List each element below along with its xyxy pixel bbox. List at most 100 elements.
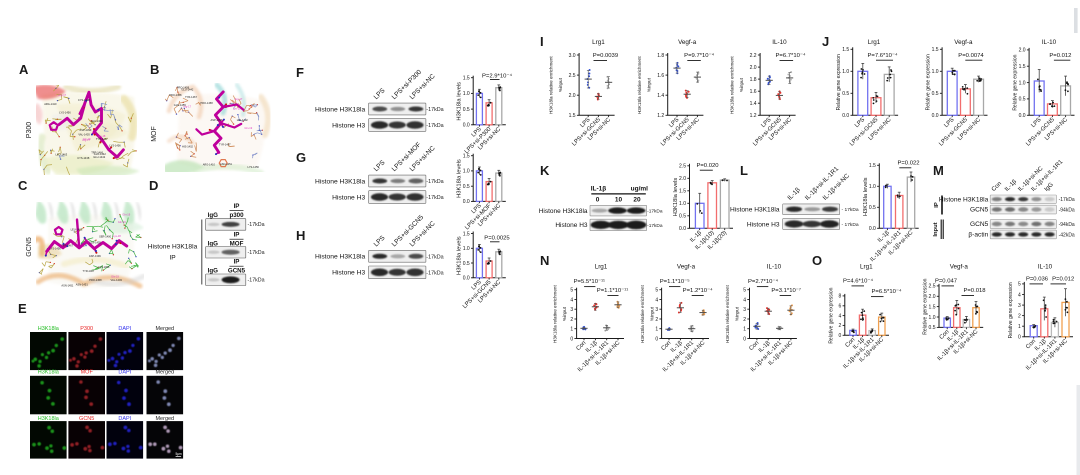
svg-text:P=1.1*10⁻⁵: P=1.1*10⁻⁵ (660, 278, 691, 285)
svg-text:P=0.036: P=0.036 (1026, 277, 1049, 283)
svg-text:Lys-18: Lys-18 (98, 134, 106, 138)
svg-text:IP: IP (234, 203, 240, 210)
svg-text:LYS-1456: LYS-1456 (59, 110, 71, 114)
svg-text:HIS-1402: HIS-1402 (182, 145, 194, 149)
svg-text:H3K18la relative enrichment: H3K18la relative enrichment (637, 56, 642, 114)
svg-text:0: 0 (839, 333, 842, 339)
svg-text:1.0: 1.0 (463, 169, 470, 175)
svg-text:H: H (296, 228, 305, 243)
svg-text:H3K18la levels: H3K18la levels (863, 177, 869, 216)
svg-text:LPS: LPS (373, 159, 387, 173)
svg-text:Vegf-a: Vegf-a (954, 39, 973, 46)
svg-text:Histone H3K18la: Histone H3K18la (730, 206, 780, 213)
svg-text:H3K18la levels: H3K18la levels (673, 178, 679, 217)
svg-text:- 17kDa: - 17kDa (842, 222, 859, 228)
svg-text:1.0: 1.0 (679, 201, 686, 207)
svg-text:2: 2 (1018, 313, 1021, 319)
svg-text:1.5: 1.5 (463, 76, 470, 82)
svg-text:4: 4 (1018, 292, 1021, 298)
svg-text:Con: Con (661, 340, 673, 352)
svg-text:IL-10: IL-10 (767, 264, 782, 271)
svg-text:1.5: 1.5 (463, 154, 470, 160)
svg-text:I: I (540, 34, 544, 49)
svg-text:O: O (812, 253, 822, 268)
svg-text:Relative gene expression: Relative gene expression (1008, 282, 1014, 338)
svg-text:IL-1β: IL-1β (1004, 179, 1018, 193)
svg-text:P=0.022: P=0.022 (897, 161, 919, 167)
svg-text:0: 0 (743, 336, 746, 342)
svg-text:B: B (150, 62, 159, 77)
svg-text:Histone H3K18la: Histone H3K18la (539, 208, 588, 215)
svg-text:Gln-19: Gln-19 (244, 126, 252, 130)
svg-text:GLU-1442: GLU-1442 (94, 152, 107, 156)
svg-text:10: 10 (615, 196, 623, 203)
svg-text:-17kDa: -17kDa (647, 223, 663, 229)
svg-text:0.5: 0.5 (463, 184, 470, 190)
svg-text:-17kDa: -17kDa (426, 270, 443, 276)
svg-text:0.5: 0.5 (679, 214, 686, 220)
svg-text:TRP-1466: TRP-1466 (91, 151, 103, 155)
svg-text:1.5: 1.5 (869, 163, 876, 169)
svg-text:P=2.9*10⁻⁴: P=2.9*10⁻⁴ (482, 72, 513, 79)
svg-text:H3K18la: H3K18la (38, 326, 60, 332)
svg-text:LEU-1463: LEU-1463 (56, 153, 68, 157)
svg-text:Gln-19: Gln-19 (111, 275, 119, 279)
svg-text:1.5: 1.5 (842, 47, 849, 53)
svg-text:CYS-1438: CYS-1438 (77, 156, 90, 160)
svg-text:-17kDa: -17kDa (248, 278, 265, 284)
svg-text:ASP-1399: ASP-1399 (211, 118, 223, 122)
svg-text:2: 2 (839, 323, 842, 329)
svg-text:GLU-1442: GLU-1442 (93, 155, 106, 159)
svg-text:1.5: 1.5 (929, 304, 936, 310)
svg-text:Histone H3: Histone H3 (332, 270, 365, 277)
svg-text:Histone H3K18la: Histone H3K18la (315, 254, 365, 261)
svg-text:4: 4 (570, 297, 573, 303)
svg-text:DAPI: DAPI (118, 370, 131, 376)
svg-text:2.5: 2.5 (569, 73, 576, 79)
svg-text:MOF: MOF (230, 241, 244, 248)
svg-text:1.0: 1.0 (1019, 80, 1026, 86)
svg-text:Histone H3: Histone H3 (555, 222, 588, 229)
svg-text:%input: %input (739, 77, 744, 92)
svg-text:GCN5: GCN5 (26, 237, 33, 257)
svg-text:0.5: 0.5 (463, 261, 470, 267)
svg-text:A: A (19, 62, 29, 77)
svg-text:IL-1β: IL-1β (591, 186, 607, 193)
svg-text:H3K18la relative enrichment: H3K18la relative enrichment (730, 56, 735, 114)
svg-text:Histone H3: Histone H3 (747, 221, 780, 228)
svg-text:1: 1 (655, 327, 658, 333)
svg-text:0.0: 0.0 (869, 226, 876, 232)
svg-text:H3K18la relative enrichment: H3K18la relative enrichment (553, 285, 558, 343)
svg-text:C: C (18, 178, 28, 193)
svg-text:4: 4 (743, 297, 746, 303)
svg-text:K: K (540, 163, 550, 178)
svg-text:IL-1β: IL-1β (786, 186, 802, 202)
svg-text:P=5.5*10⁻¹¹: P=5.5*10⁻¹¹ (574, 279, 605, 285)
svg-text:Input: Input (933, 222, 939, 236)
svg-text:LPS+si-P300: LPS+si-P300 (391, 68, 424, 101)
svg-text:IgG: IgG (208, 212, 218, 219)
svg-text:LYS-1456: LYS-1456 (98, 265, 110, 269)
svg-text:IgG: IgG (208, 268, 218, 275)
svg-text:ug/ml: ug/ml (631, 186, 649, 193)
svg-text:Histone H3K18la: Histone H3K18la (939, 196, 989, 203)
svg-text:MOF: MOF (151, 126, 158, 142)
svg-text:MOF: MOF (81, 370, 94, 376)
svg-text:Relative gene expression: Relative gene expression (828, 287, 834, 343)
svg-text:%input: %input (562, 306, 567, 321)
svg-text:IgG: IgG (1044, 182, 1055, 193)
svg-text:-17kDa: -17kDa (1059, 197, 1075, 203)
svg-text:Arg-17: Arg-17 (58, 93, 66, 97)
svg-text:LPS: LPS (373, 234, 387, 248)
svg-text:Lrg1: Lrg1 (868, 39, 881, 46)
svg-text:GCN5: GCN5 (79, 416, 94, 422)
svg-text:H3K18la relative enrichment: H3K18la relative enrichment (640, 285, 645, 343)
svg-text:Con: Con (576, 340, 588, 352)
svg-text:M: M (933, 163, 944, 178)
svg-text:3: 3 (743, 307, 746, 313)
svg-text:IL-10: IL-10 (1042, 39, 1057, 46)
svg-text:Con: Con (939, 329, 951, 341)
svg-text:J: J (822, 34, 829, 49)
svg-text:%input: %input (647, 77, 652, 92)
svg-text:H3K18la: H3K18la (38, 370, 60, 376)
